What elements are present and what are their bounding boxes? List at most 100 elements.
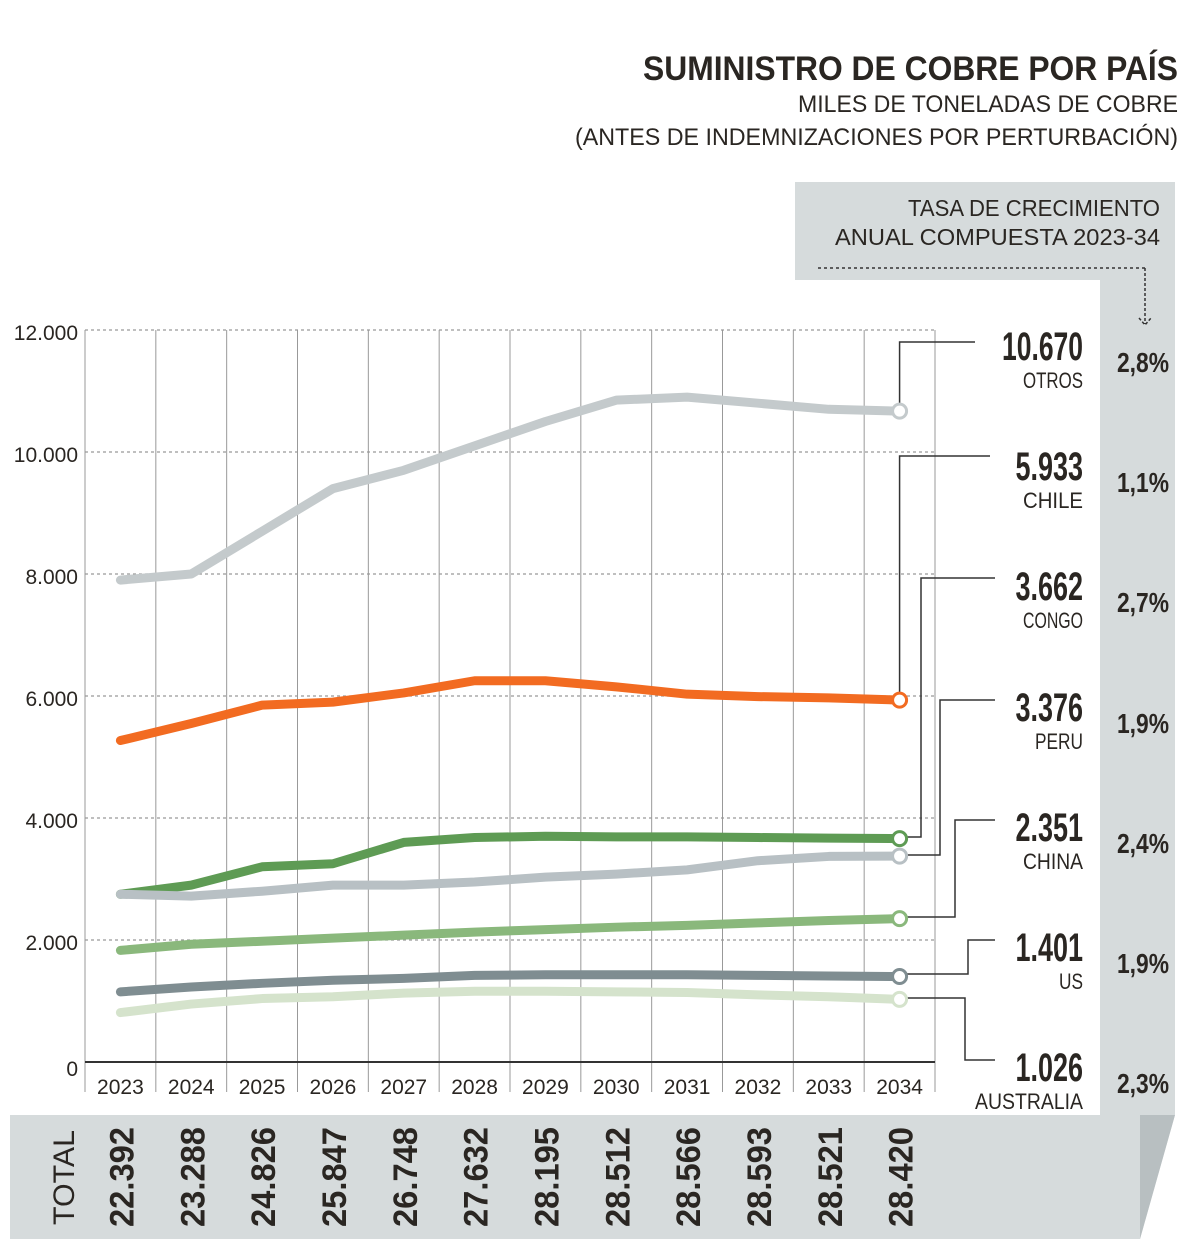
series-cagr: 2,4% [1117, 828, 1169, 859]
data-point [330, 883, 335, 888]
data-point [685, 834, 690, 839]
series-name: CHILE [1023, 488, 1083, 513]
x-tick-label: 2033 [805, 1076, 852, 1099]
series-end-value: 10.670 [1002, 325, 1083, 369]
data-point [118, 948, 123, 953]
data-point [118, 1010, 123, 1015]
data-point [472, 443, 477, 448]
end-point-marker [891, 830, 909, 848]
x-tick-label: 2034 [876, 1076, 923, 1099]
chart-subtitle-2: (ANTES DE INDEMNIZACIONES POR PERTURBACI… [575, 124, 1178, 151]
data-point [543, 927, 548, 932]
x-tick-label: 2025 [239, 1076, 286, 1099]
total-value: 28.593 [741, 1127, 779, 1227]
data-point [614, 834, 619, 839]
data-point [826, 695, 831, 700]
data-point [189, 883, 194, 888]
end-point-marker [891, 968, 909, 986]
data-point [118, 892, 123, 897]
data-point [543, 678, 548, 683]
data-point [755, 835, 760, 840]
series-end-value: 1.401 [1016, 926, 1084, 970]
x-tick-label: 2024 [168, 1076, 215, 1099]
x-tick-label: 2026 [310, 1076, 357, 1099]
x-tick-label: 2027 [380, 1076, 427, 1099]
data-point [118, 989, 123, 994]
series-end-value: 5.933 [1016, 445, 1084, 489]
data-point [472, 989, 477, 994]
leader-line [899, 939, 995, 975]
y-tick-label: 8.000 [25, 566, 78, 589]
data-point [826, 836, 831, 841]
data-point [260, 864, 265, 869]
end-point-marker [891, 691, 909, 709]
data-point [260, 889, 265, 894]
data-point [543, 419, 548, 424]
data-point [755, 920, 760, 925]
series-name: CHINA [1023, 849, 1083, 874]
total-value: 26.748 [387, 1127, 425, 1227]
total-value: 28.521 [812, 1127, 850, 1227]
data-point [826, 994, 831, 999]
data-point [685, 395, 690, 400]
totals-band [10, 1115, 1175, 1239]
leader-line [898, 341, 975, 409]
x-tick-label: 2031 [664, 1076, 711, 1099]
data-point [189, 572, 194, 576]
data-point [260, 939, 265, 944]
end-point-marker [891, 990, 909, 1008]
series-name: CONGO [1023, 608, 1083, 633]
series-end-value: 3.662 [1016, 565, 1084, 609]
totals-band-shade [1140, 1115, 1175, 1239]
data-point [401, 883, 406, 888]
total-value: 28.195 [528, 1127, 566, 1227]
data-point [189, 942, 194, 947]
data-point [401, 840, 406, 845]
total-value: 25.847 [316, 1127, 354, 1227]
data-point [685, 990, 690, 995]
series-cagr: 1,9% [1117, 948, 1169, 979]
series-cagr: 2,7% [1117, 587, 1169, 618]
y-tick-label: 4.000 [25, 810, 78, 833]
data-point [330, 978, 335, 983]
data-point [755, 973, 760, 978]
series-line-chile [115, 676, 905, 746]
data-point [330, 936, 335, 941]
data-point [614, 925, 619, 930]
leader-line [899, 819, 995, 918]
series-line-otros [115, 392, 905, 585]
leader-line [899, 699, 995, 856]
total-value: 22.392 [103, 1127, 141, 1227]
data-point [189, 721, 194, 726]
series-end-value: 1.026 [1016, 1046, 1084, 1090]
data-point [614, 398, 619, 403]
y-tick-label: 10.000 [14, 444, 78, 467]
data-point [401, 991, 406, 996]
data-point [330, 861, 335, 866]
data-point [260, 529, 265, 534]
y-tick-label: 0 [66, 1058, 78, 1081]
series-end-value: 3.376 [1016, 686, 1084, 730]
growth-header-2: ANUAL COMPUESTA 2023-34 [835, 224, 1160, 250]
total-value: 28.420 [883, 1127, 921, 1227]
data-point [472, 678, 477, 683]
data-point [118, 578, 123, 583]
series-line-congo [115, 831, 905, 899]
data-point [614, 972, 619, 977]
data-point [118, 738, 123, 743]
series-cagr: 1,1% [1117, 467, 1169, 498]
data-point [826, 918, 831, 923]
data-point [685, 867, 690, 872]
leader-line [899, 997, 995, 1061]
total-value: 28.512 [599, 1127, 637, 1227]
series-cagr: 1,9% [1117, 708, 1169, 739]
data-point [755, 858, 760, 863]
y-tick-label: 2.000 [25, 932, 78, 955]
data-point [826, 854, 831, 859]
data-point [330, 700, 335, 705]
x-tick-label: 2030 [593, 1076, 640, 1099]
total-value: 24.826 [245, 1127, 283, 1227]
data-point [614, 684, 619, 689]
data-point [685, 692, 690, 697]
